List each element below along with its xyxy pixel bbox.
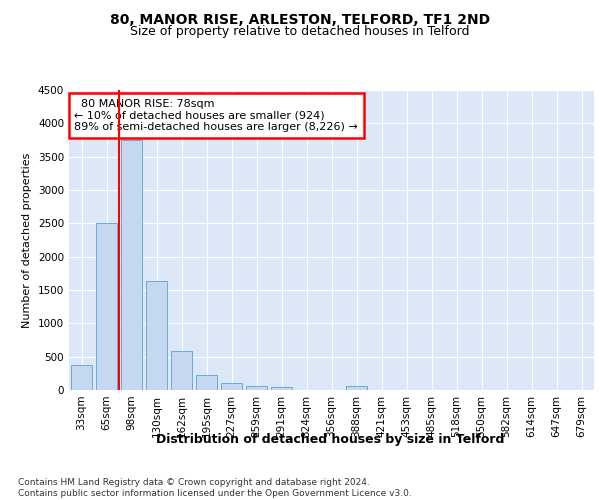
Bar — [121, 140, 142, 390]
Text: Contains HM Land Registry data © Crown copyright and database right 2024.
Contai: Contains HM Land Registry data © Crown c… — [18, 478, 412, 498]
Bar — [146, 280, 167, 390]
Text: 80 MANOR RISE: 78sqm  
← 10% of detached houses are smaller (924)
89% of semi-de: 80 MANOR RISE: 78sqm ← 10% of detached h… — [74, 99, 358, 132]
Bar — [221, 383, 242, 390]
Bar — [246, 386, 267, 390]
Bar — [71, 366, 92, 390]
Y-axis label: Number of detached properties: Number of detached properties — [22, 152, 32, 328]
Bar — [271, 386, 292, 390]
Bar — [196, 375, 217, 390]
Text: 80, MANOR RISE, ARLESTON, TELFORD, TF1 2ND: 80, MANOR RISE, ARLESTON, TELFORD, TF1 2… — [110, 12, 490, 26]
Bar — [96, 224, 117, 390]
Text: Distribution of detached houses by size in Telford: Distribution of detached houses by size … — [156, 432, 504, 446]
Text: Size of property relative to detached houses in Telford: Size of property relative to detached ho… — [130, 25, 470, 38]
Bar — [346, 386, 367, 390]
Bar — [171, 350, 192, 390]
